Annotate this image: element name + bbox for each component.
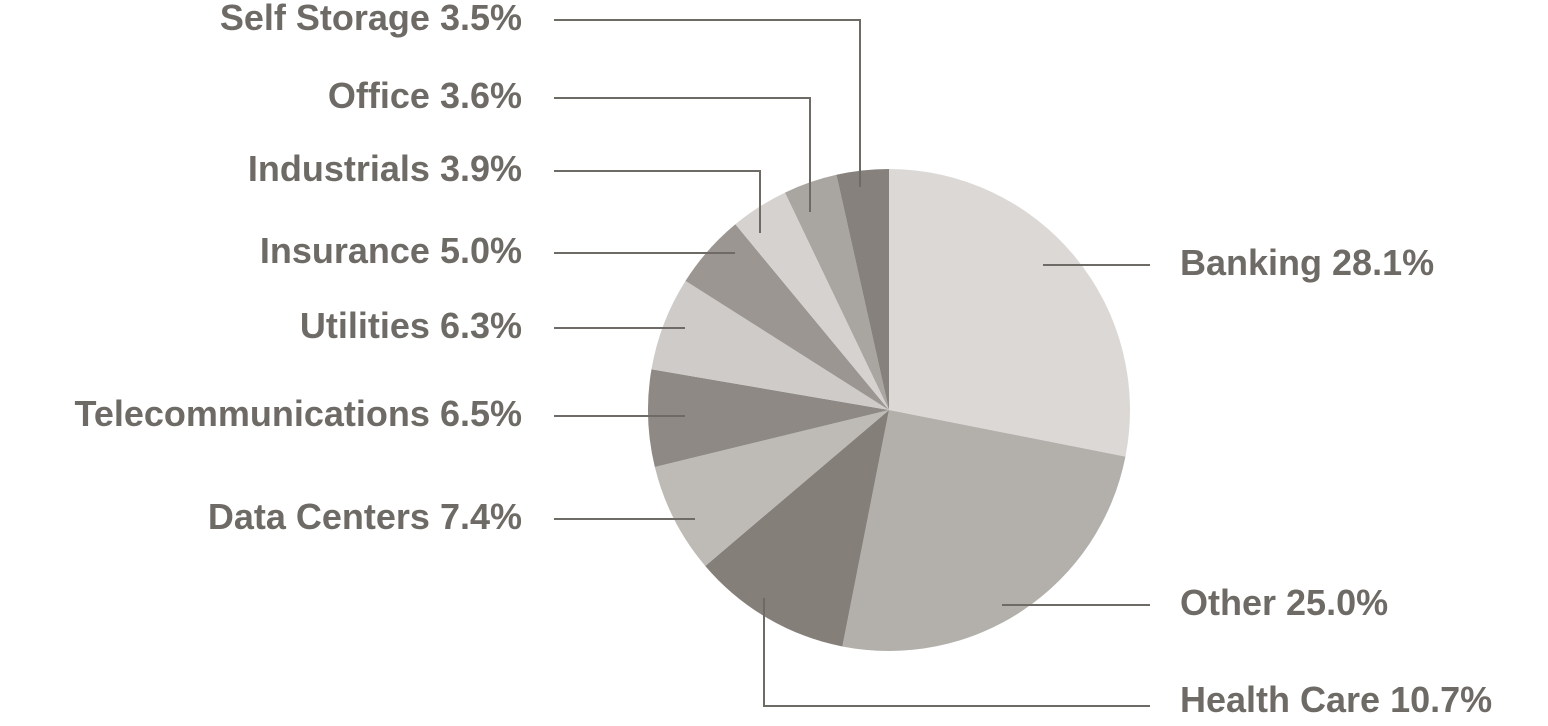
slice-value: 25.0% — [1286, 582, 1388, 623]
leader-line — [763, 598, 1150, 707]
slice-label: Insurance 5.0% — [260, 230, 522, 271]
slice-value: 6.3% — [440, 305, 522, 346]
slice-category: Industrials — [248, 148, 430, 189]
pie-slice — [651, 280, 889, 410]
slice-category: Insurance — [260, 230, 430, 271]
pie-slice — [842, 410, 1126, 652]
slice-label: Health Care 10.7% — [1180, 679, 1492, 720]
slice-category: Self Storage — [220, 0, 430, 38]
pie-slice — [836, 169, 889, 410]
slice-label: Utilities 6.3% — [300, 305, 522, 346]
slice-value: 10.7% — [1390, 679, 1492, 720]
slice-label: Telecommunications 6.5% — [75, 393, 523, 434]
slice-value: 28.1% — [1332, 242, 1434, 283]
leader-line — [554, 19, 861, 187]
slice-value: 5.0% — [440, 230, 522, 271]
slice-label: Banking 28.1% — [1180, 242, 1434, 283]
slice-category: Utilities — [300, 305, 430, 346]
slice-value: 6.5% — [440, 393, 522, 434]
slice-category: Data Centers — [208, 496, 430, 537]
pie-slice — [685, 224, 889, 410]
leader-line — [554, 170, 761, 233]
slice-label: Office 3.6% — [328, 75, 522, 116]
slice-label: Self Storage 3.5% — [220, 0, 522, 38]
leader-line — [554, 97, 811, 212]
slice-category: Banking — [1180, 242, 1322, 283]
slice-category: Telecommunications — [75, 393, 430, 434]
slice-label: Industrials 3.9% — [248, 148, 522, 189]
slice-value: 3.5% — [440, 0, 522, 38]
slice-value: 7.4% — [440, 496, 522, 537]
slice-category: Office — [328, 75, 430, 116]
slice-category: Other — [1180, 582, 1276, 623]
pie-slice — [889, 169, 1131, 457]
pie-slice — [654, 410, 889, 566]
pie-slice — [785, 174, 889, 410]
pie-slice — [705, 410, 889, 647]
slice-label: Data Centers 7.4% — [208, 496, 522, 537]
pie-slice — [648, 369, 889, 467]
slice-value: 3.9% — [440, 148, 522, 189]
pie-slice — [735, 192, 889, 410]
slice-value: 3.6% — [440, 75, 522, 116]
slice-label: Other 25.0% — [1180, 582, 1388, 623]
slice-category: Health Care — [1180, 679, 1380, 720]
